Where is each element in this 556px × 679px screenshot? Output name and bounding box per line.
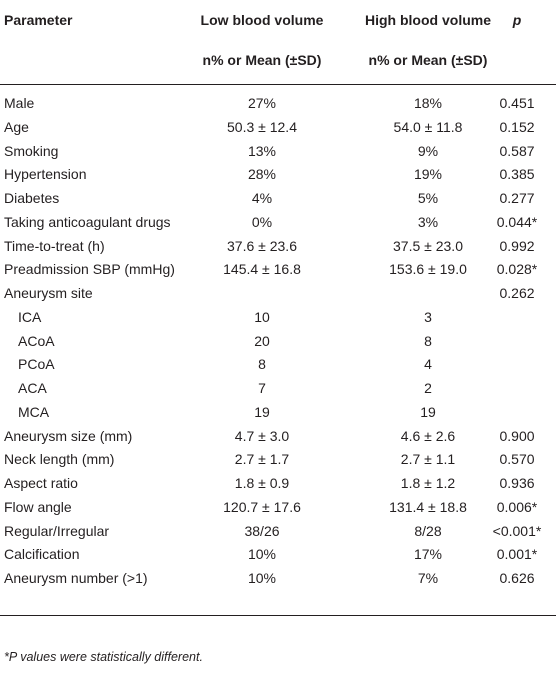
- row-label: ACA: [18, 380, 47, 396]
- row-label: Male: [4, 95, 35, 111]
- cell-value: 54.0 ± 11.8: [393, 118, 463, 135]
- cell-value: 4: [424, 356, 432, 373]
- cell-value: 0.006*: [496, 498, 538, 515]
- cell-value: 2: [424, 380, 432, 396]
- cell-value: 0.385: [499, 166, 535, 183]
- bottom-rule: [0, 615, 556, 616]
- row-label: Age: [4, 118, 29, 135]
- cell-value: 0.451: [499, 95, 535, 111]
- cell-value: 153.6 ± 19.0: [389, 261, 467, 278]
- cell-value: 0.626: [499, 570, 535, 586]
- row-label: Aneurysm size (mm): [4, 427, 133, 444]
- column-subheader: n% or Mean (±SD): [202, 52, 322, 68]
- cell-value: <0.001*: [492, 522, 542, 539]
- row-label: Flow angle: [4, 498, 72, 515]
- cell-value: 13%: [247, 142, 277, 159]
- row-label: Diabetes: [4, 190, 60, 206]
- cell-value: 2.7 ± 1.7: [234, 451, 290, 468]
- cell-value: 120.7 ± 17.6: [223, 498, 301, 515]
- row-label: MCA: [18, 403, 50, 420]
- cell-value: 0.570: [499, 451, 535, 468]
- cell-value: 131.4 ± 18.8: [389, 498, 467, 515]
- cell-value: 37.5 ± 23.0: [393, 237, 463, 254]
- row-label: ACoA: [18, 332, 55, 349]
- cell-value: 28%: [247, 166, 277, 183]
- column-header: High blood volume: [365, 12, 491, 28]
- row-label: Regular/Irregular: [4, 522, 110, 539]
- cell-value: 0.936: [499, 475, 535, 491]
- cell-value: 7%: [417, 570, 439, 586]
- cell-value: 37.6 ± 23.6: [227, 237, 297, 254]
- row-label: Aspect ratio: [4, 475, 78, 491]
- cell-value: 5%: [417, 190, 439, 206]
- row-label: ICA: [18, 308, 42, 325]
- cell-value: 19: [254, 403, 270, 420]
- cell-value: 17%: [413, 546, 443, 563]
- cell-value: 38/26: [244, 522, 280, 539]
- cell-value: 10%: [247, 546, 277, 563]
- cell-value: 10%: [247, 570, 277, 586]
- column-header: Low blood volume: [200, 12, 324, 28]
- row-label: Preadmission SBP (mmHg): [4, 261, 175, 278]
- row-label: Neck length (mm): [4, 451, 115, 468]
- row-label: PCoA: [18, 356, 55, 373]
- row-label: Smoking: [4, 142, 59, 159]
- cell-value: 145.4 ± 16.8: [223, 261, 301, 278]
- cell-value: 0.044*: [496, 213, 538, 230]
- cell-value: 3%: [417, 213, 439, 230]
- cell-value: 0.001*: [496, 546, 538, 563]
- cell-value: 4.7 ± 3.0: [234, 427, 290, 444]
- cell-value: 0.262: [499, 285, 535, 301]
- cell-value: 19%: [413, 166, 443, 183]
- header-rule: [0, 84, 556, 85]
- cell-value: 18%: [413, 95, 443, 111]
- column-header: Parameter: [4, 12, 73, 28]
- cell-value: 9%: [417, 142, 439, 159]
- cell-value: 1.8 ± 1.2: [400, 475, 456, 491]
- cell-value: 0%: [251, 213, 273, 230]
- cell-value: 3: [424, 308, 432, 325]
- cell-value: 8/28: [414, 522, 442, 539]
- cell-value: 0.152: [499, 118, 535, 135]
- cell-value: 4.6 ± 2.6: [400, 427, 456, 444]
- column-subheader: n% or Mean (±SD): [368, 52, 488, 68]
- row-label: Aneurysm number (>1): [4, 570, 148, 586]
- cell-value: 1.8 ± 0.9: [234, 475, 290, 491]
- cell-value: 0.028*: [496, 261, 538, 278]
- cell-value: 0.992: [499, 237, 535, 254]
- cell-value: 0.900: [499, 427, 535, 444]
- cell-value: 50.3 ± 12.4: [227, 118, 297, 135]
- row-label: Hypertension: [4, 166, 87, 183]
- cell-value: 0.277: [499, 190, 535, 206]
- cell-value: 4%: [251, 190, 273, 206]
- row-label: Aneurysm site: [4, 285, 93, 301]
- cell-value: 0.587: [499, 142, 535, 159]
- column-header: p: [512, 12, 522, 28]
- cell-value: 19: [420, 403, 436, 420]
- cell-value: 10: [254, 308, 270, 325]
- row-label: Taking anticoagulant drugs: [4, 213, 171, 230]
- row-label: Time-to-treat (h): [4, 237, 105, 254]
- cell-value: 27%: [247, 95, 277, 111]
- row-label: Calcification: [4, 546, 80, 563]
- cell-value: 20: [254, 332, 270, 349]
- cell-value: 8: [424, 332, 432, 349]
- footnote: *P values were statistically different.: [4, 650, 203, 664]
- cell-value: 7: [258, 380, 266, 396]
- cell-value: 2.7 ± 1.1: [400, 451, 456, 468]
- cell-value: 8: [258, 356, 266, 373]
